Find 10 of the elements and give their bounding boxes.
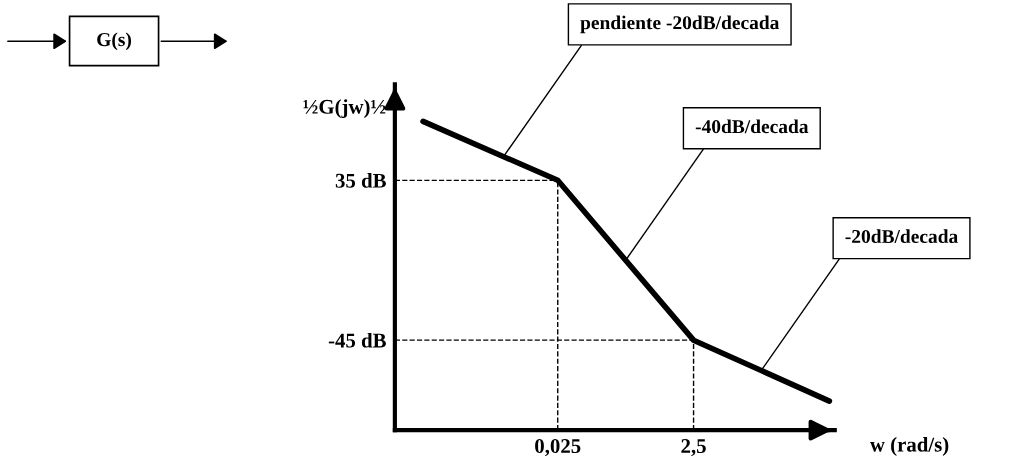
x-tick-label: 0,025: [535, 439, 581, 457]
y-tick-label: 35 dB: [335, 173, 386, 188]
x-axis-title: w (rad/s): [869, 436, 949, 456]
y-tick-label: -45 dB: [328, 332, 386, 348]
annotation: pendiente -20dB/decada: [580, 15, 780, 34]
x-tick-label: 2,5: [681, 439, 706, 457]
y-axis-title: ½G(jw)½: [303, 99, 386, 119]
annotation: -40dB/decada: [695, 119, 809, 134]
text: G(s): [97, 32, 132, 51]
annotation: -20dB/decada: [845, 229, 958, 244]
